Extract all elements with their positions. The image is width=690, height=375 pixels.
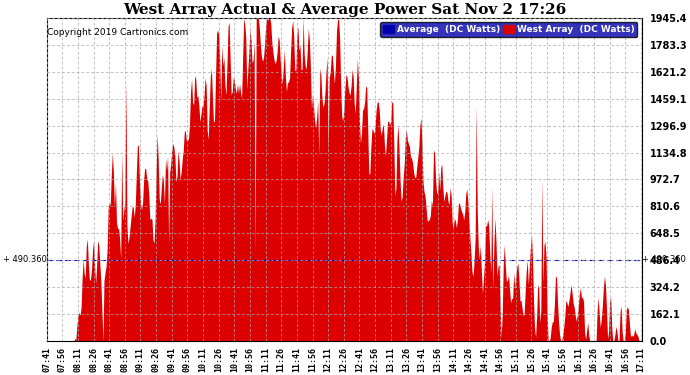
Legend: Average  (DC Watts), West Array  (DC Watts): Average (DC Watts), West Array (DC Watts… [380, 22, 638, 37]
Text: Copyright 2019 Cartronics.com: Copyright 2019 Cartronics.com [47, 28, 188, 37]
Text: + 490.360: + 490.360 [642, 255, 686, 264]
Title: West Array Actual & Average Power Sat Nov 2 17:26: West Array Actual & Average Power Sat No… [123, 3, 566, 17]
Text: + 490.360: + 490.360 [3, 255, 47, 264]
